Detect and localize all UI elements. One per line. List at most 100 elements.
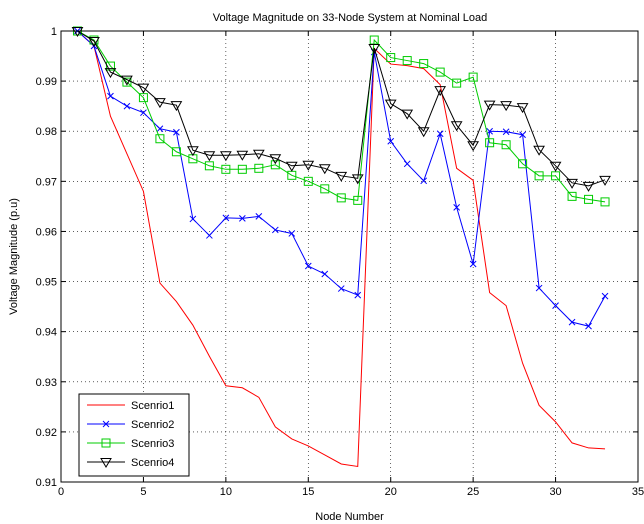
data-point-scenrio4 (318, 164, 331, 175)
data-point-scenrio3 (155, 134, 165, 144)
data-point-scenrio2-stroke (271, 226, 279, 234)
y-axis-label: Voltage Magnitude (p.u) (8, 198, 20, 315)
data-point-scenrio3 (320, 184, 330, 194)
data-point-scenrio2 (156, 125, 164, 133)
data-point-scenrio2-stroke (552, 302, 559, 309)
y-tick-label: 0.95 (36, 277, 57, 289)
data-point-scenrio3 (452, 78, 462, 88)
data-point-scenrio2-stroke (354, 291, 362, 299)
data-point-scenrio2-stroke (420, 177, 428, 185)
data-point-scenrio4 (104, 68, 117, 79)
data-point-scenrio4 (599, 175, 611, 186)
data-point-scenrio3 (419, 59, 429, 69)
data-point-scenrio2-stroke (337, 285, 345, 292)
series-line-scenrio3 (77, 30, 606, 203)
y-tick-label: 0.92 (36, 427, 57, 439)
data-point-scenrio2-stroke (173, 128, 180, 136)
data-point-scenrio2-stroke (502, 128, 510, 136)
y-tick-label: 0.93 (36, 377, 57, 389)
x-tick-label: 15 (302, 486, 314, 498)
data-point-scenrio2 (123, 102, 131, 110)
data-point-scenrio2 (552, 302, 559, 309)
data-point-scenrio2 (469, 260, 477, 268)
plot-frame (60, 30, 639, 483)
x-axis-label: Node Number (315, 511, 384, 523)
axis-ticks: 0 5 10 15 20 25 30 35 0.91 0.92 0.93 0.94 0.95 0.96 0.… (36, 26, 644, 498)
data-point-scenrio2 (271, 226, 279, 234)
data-point-scenrio2-stroke (601, 292, 609, 300)
y-tick-label: 0.99 (36, 76, 57, 88)
data-point-scenrio2 (206, 232, 213, 239)
data-point-scenrio2 (436, 130, 444, 138)
data-point-scenrio4 (154, 98, 166, 109)
legend-label-scenrio3: Scenrio3 (131, 438, 174, 450)
data-point-scenrio3 (221, 164, 231, 174)
data-point-scenrio3 (270, 160, 280, 170)
data-point-scenrio2 (420, 177, 428, 185)
data-point-scenrio2-stroke (255, 213, 263, 220)
data-point-scenrio2 (601, 292, 609, 300)
data-point-scenrio2-stroke (436, 130, 444, 138)
data-point-scenrio2-stroke (535, 284, 543, 292)
data-point-scenrio3 (105, 61, 115, 71)
x-tick-label: 35 (632, 486, 644, 498)
data-point-scenrio4 (483, 100, 496, 111)
data-point-scenrio4 (88, 37, 100, 48)
data-point-scenrio2-stroke (519, 131, 526, 139)
series-line-scenrio1 (77, 30, 606, 468)
data-point-scenrio2 (403, 160, 411, 168)
data-point-scenrio3 (468, 72, 478, 82)
data-point-scenrio3 (518, 159, 528, 169)
data-point-scenrio2-stroke (403, 160, 411, 168)
grid (61, 31, 638, 482)
data-point-scenrio2 (238, 215, 246, 222)
legend-label-scenrio1: Scenrio1 (131, 400, 174, 412)
data-point-scenrio3 (386, 53, 396, 63)
series-scenrio4 (71, 27, 611, 192)
data-point-scenrio4 (549, 161, 562, 172)
x-tick-label: 10 (220, 486, 232, 498)
data-point-scenrio4 (533, 145, 545, 156)
data-point-scenrio3 (402, 56, 412, 66)
data-point-scenrio3 (171, 147, 181, 157)
data-point-scenrio2 (519, 131, 526, 139)
data-point-scenrio4 (71, 27, 84, 37)
data-point-scenrio2 (337, 285, 345, 292)
x-tick-label: 30 (549, 486, 561, 498)
data-point-scenrio3 (138, 93, 148, 103)
data-point-scenrio2-stroke (585, 322, 592, 330)
data-point-scenrio2 (140, 109, 147, 117)
data-point-scenrio3 (567, 191, 577, 201)
data-point-scenrio2-stroke (321, 270, 329, 278)
legend-marker-scenrio2-stroke (102, 420, 110, 428)
data-point-scenrio4 (351, 174, 364, 185)
legend-label-scenrio2: Scenrio2 (131, 419, 174, 431)
y-tick-label: 0.97 (36, 176, 57, 188)
series-scenrio2 (74, 27, 609, 330)
data-point-scenrio2 (502, 128, 510, 136)
y-tick-label: 0.94 (36, 327, 57, 339)
x-tick-label: 25 (467, 486, 479, 498)
data-point-scenrio4 (500, 101, 512, 112)
data-point-scenrio4 (219, 151, 232, 162)
data-point-scenrio4 (302, 160, 315, 171)
data-point-scenrio2-stroke (189, 215, 197, 223)
data-point-scenrio2 (304, 262, 312, 270)
data-point-scenrio2 (387, 137, 395, 145)
data-point-scenrio2 (585, 322, 592, 330)
series-layer (71, 26, 611, 468)
legend: Scenrio1 Scenrio2 Scenrio3 Scenrio4 (78, 393, 190, 477)
data-point-scenrio2 (107, 92, 114, 100)
data-point-scenrio3 (336, 193, 346, 203)
data-point-scenrio2-stroke (156, 125, 164, 133)
data-point-scenrio3 (485, 138, 495, 148)
data-point-scenrio2-stroke (123, 102, 131, 110)
data-point-scenrio4 (401, 109, 414, 120)
data-point-scenrio3 (122, 77, 132, 87)
data-point-scenrio4 (285, 161, 298, 172)
data-point-scenrio4 (236, 150, 249, 161)
legend-marker-scenrio3 (101, 438, 111, 448)
data-point-scenrio3 (501, 140, 511, 150)
x-tick-label: 5 (140, 486, 146, 498)
data-point-scenrio4 (450, 121, 463, 132)
